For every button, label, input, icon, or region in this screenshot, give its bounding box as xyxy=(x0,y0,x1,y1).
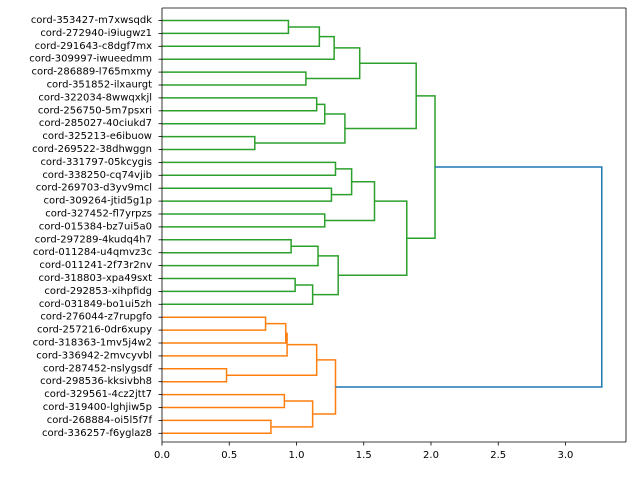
dendrogram-link-n14 xyxy=(162,213,326,228)
leaf-label: cord-276044-z7rupgfo xyxy=(40,312,152,323)
x-tick-label: 3.0 xyxy=(558,450,574,461)
dendrogram-link-n10 xyxy=(344,62,417,130)
axes-frame xyxy=(161,7,627,443)
x-tick-label: 1.0 xyxy=(289,450,305,461)
leaf-label: cord-285027-40ciukd7 xyxy=(39,118,152,129)
x-tick-label: 2.5 xyxy=(490,450,506,461)
leaf-label: cord-256750-5m7psxri xyxy=(38,105,152,116)
leaf-label: cord-336942-2mvcyvbl xyxy=(36,350,152,361)
leaf-label: cord-319400-lghjiw5p xyxy=(43,402,152,413)
dendrogram-link-n23 xyxy=(162,316,267,331)
x-tick-label: 0.0 xyxy=(154,450,170,461)
x-axis: 0.0 0.5 1.0 1.5 2.0 2.5 3.0 xyxy=(154,442,573,461)
leaf-label: cord-325213-e6ibuow xyxy=(42,131,152,142)
leaf-label: cord-269522-38dhwggn xyxy=(32,144,152,155)
leaf-label: cord-292853-xihpfidg xyxy=(44,286,152,297)
leaf-label: cord-336257-f6yglaz8 xyxy=(42,428,152,439)
leaf-label: cord-353427-m7xwsqdk xyxy=(31,15,152,26)
leaf-label: cord-269703-d3yv9mcl xyxy=(36,183,152,194)
x-tick-label: 2.0 xyxy=(423,450,439,461)
dendrogram-link-n16 xyxy=(162,239,292,254)
leaf-label: cord-011241-2f73r2nv xyxy=(39,260,152,271)
leaf-label: cord-351852-ilxaurgt xyxy=(47,80,153,91)
leaf-label: cord-291643-c8dgf7mx xyxy=(35,41,152,52)
leaf-label: cord-318803-xpa49sxt xyxy=(39,273,153,284)
dendrogram-link-n22 xyxy=(406,95,436,239)
dendrogram-link-n5 xyxy=(305,47,361,80)
dendrogram-link-n28 xyxy=(162,393,286,409)
leaf-label: cord-286889-l765mxmy xyxy=(32,67,153,78)
leaf-label: cord-031849-bo1ui5zh xyxy=(39,299,152,310)
leaf-label: cord-011284-u4qmvz3c xyxy=(33,247,152,258)
dendrogram-link-n4 xyxy=(162,71,307,86)
leaf-label: cord-327452-fl7yrpzs xyxy=(45,209,152,220)
leaf-label: cord-318363-1mv5j4w2 xyxy=(33,338,152,349)
leaf-label: cord-298536-kksivbh8 xyxy=(40,376,152,387)
leaf-label: cord-297289-4kudq4h7 xyxy=(35,234,152,245)
leaf-label: cord-322034-8wwqxkjl xyxy=(38,92,152,103)
leaf-label: cord-272940-i9iugwz1 xyxy=(40,28,152,39)
dendrogram-link-n7 xyxy=(162,103,326,125)
dendrogram-link-n29 xyxy=(162,419,272,435)
leaf-label: cord-268884-oi5l5f7f xyxy=(47,415,153,426)
dendrogram-link-n25 xyxy=(162,332,288,357)
leaf-label: cord-309997-iwueedmm xyxy=(29,54,152,65)
leaf-label: cord-309264-jtid5g1p xyxy=(43,196,152,207)
leaf-label: cord-329561-4cz2jtt7 xyxy=(44,389,152,400)
leaf-label: cord-015384-bz7ui5a0 xyxy=(39,221,152,232)
dendrogram-link-n24 xyxy=(162,322,287,344)
leaf-label: cord-287452-nslygsdf xyxy=(43,363,152,374)
dendrogram-links xyxy=(162,19,603,435)
x-tick-label: 1.5 xyxy=(356,450,372,461)
x-tick-label: 0.5 xyxy=(221,450,237,461)
dendrogram-link-n32 xyxy=(335,166,603,388)
dendrogram-link-n9 xyxy=(254,113,346,144)
leaf-label: cord-338250-cq74vjib xyxy=(42,170,152,181)
leaf-label: cord-331797-05kcygis xyxy=(40,157,152,168)
leaf-labels: cord-353427-m7xwsqdk cord-272940-i9iugwz1… xyxy=(29,15,162,439)
leaf-label: cord-257216-0dr6xupy xyxy=(37,325,152,336)
dendrogram-link-n1 xyxy=(162,19,290,35)
